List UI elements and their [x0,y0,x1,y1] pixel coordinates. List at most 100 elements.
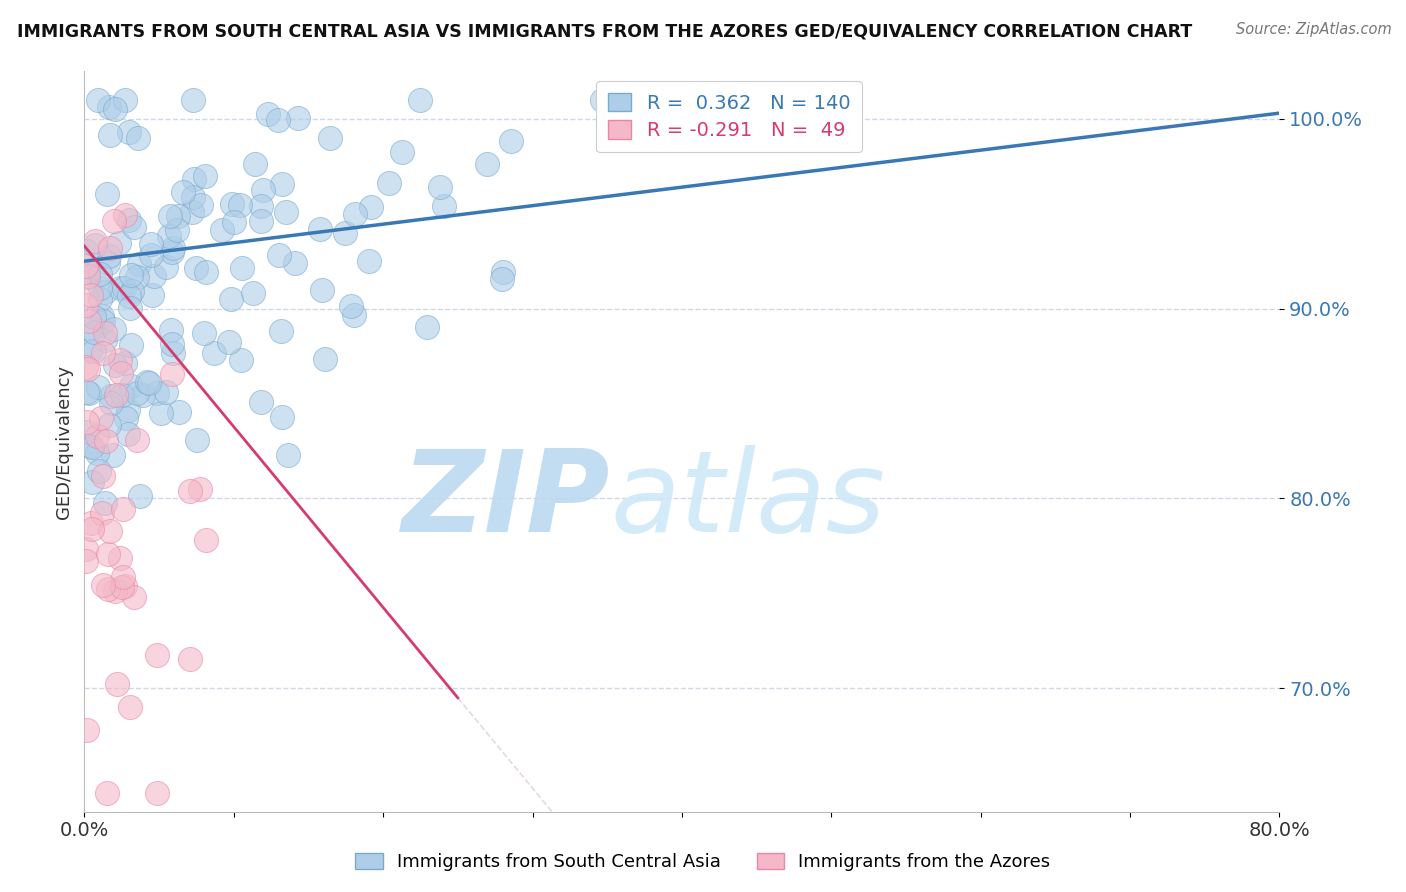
Point [343,207,366,221]
Point [309,221,332,235]
Point [76,415,98,429]
Point [257,107,280,121]
Point [80,516,103,530]
Point [477,157,499,171]
Point [76,384,98,399]
Point [183,172,205,186]
Point [127,385,149,400]
Point [76,270,98,285]
Point [97,249,120,263]
Point [167,405,190,419]
Point [91,309,114,323]
Point [76,425,98,439]
Point [276,204,298,219]
Point [219,293,242,307]
Point [100,388,122,402]
Point [79,439,101,453]
Point [110,367,132,381]
Point [114,208,136,222]
Point [91,314,114,328]
Point [90,506,112,520]
Point [591,93,613,107]
Point [114,93,136,107]
Point [97,547,120,561]
Point [159,209,181,223]
Point [155,260,177,274]
Point [75,298,97,312]
Point [141,288,163,302]
Point [284,256,307,270]
Point [84,237,107,252]
Point [75,541,97,556]
Point [97,582,120,597]
Point [270,325,292,339]
Point [104,102,127,116]
Point [408,93,430,107]
Point [77,265,100,279]
Point [77,268,100,283]
Point [231,261,253,276]
Point [91,346,114,360]
Point [83,344,105,359]
Point [122,220,145,235]
Point [75,359,97,374]
Y-axis label: GED/Equivalency: GED/Equivalency [55,365,73,518]
Point [229,353,252,368]
Point [93,285,115,300]
Point [127,434,149,448]
Point [111,570,134,584]
Point [91,578,114,592]
Point [89,281,111,295]
Point [129,489,152,503]
Legend: Immigrants from South Central Asia, Immigrants from the Azores: Immigrants from South Central Asia, Immi… [349,846,1057,879]
Point [114,410,136,425]
Point [318,130,340,145]
Point [162,367,184,381]
Point [75,554,97,568]
Point [249,394,271,409]
Point [97,256,120,270]
Point [162,241,184,255]
Point [142,268,165,283]
Point [221,197,243,211]
Point [84,234,107,248]
Point [145,786,167,800]
Point [146,648,169,662]
Point [433,199,456,213]
Point [117,403,139,417]
Point [229,198,252,212]
Point [160,245,183,260]
Point [97,100,120,114]
Point [491,272,513,286]
Point [114,356,136,370]
Point [118,213,141,227]
Point [90,411,112,425]
Point [267,248,290,262]
Point [120,338,142,352]
Point [157,228,180,243]
Point [107,235,129,250]
Point [222,215,245,229]
Point [172,185,194,199]
Point [89,267,111,281]
Point [138,376,160,391]
Point [270,410,292,425]
Point [108,280,131,294]
Point [287,111,309,125]
Point [112,281,135,295]
Point [252,183,274,197]
Point [136,375,159,389]
Legend: R =  0.362   N = 140, R = -0.291   N =  49: R = 0.362 N = 140, R = -0.291 N = 49 [596,81,862,152]
Point [104,358,127,372]
Point [155,384,177,399]
Point [132,388,155,402]
Point [98,241,121,255]
Point [105,677,128,691]
Point [124,591,146,605]
Point [100,396,122,410]
Point [249,214,271,228]
Point [77,314,100,328]
Point [250,199,273,213]
Point [82,475,104,490]
Point [121,284,143,298]
